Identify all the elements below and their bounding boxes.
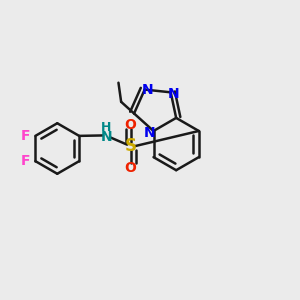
Text: O: O (125, 160, 136, 175)
Text: F: F (21, 154, 31, 168)
Text: F: F (21, 129, 31, 143)
Text: N: N (144, 126, 156, 140)
Text: N: N (101, 130, 113, 144)
Text: O: O (125, 118, 136, 132)
Text: N: N (142, 82, 154, 97)
Text: H: H (101, 121, 111, 134)
Text: N: N (168, 87, 179, 101)
Text: S: S (125, 137, 137, 155)
